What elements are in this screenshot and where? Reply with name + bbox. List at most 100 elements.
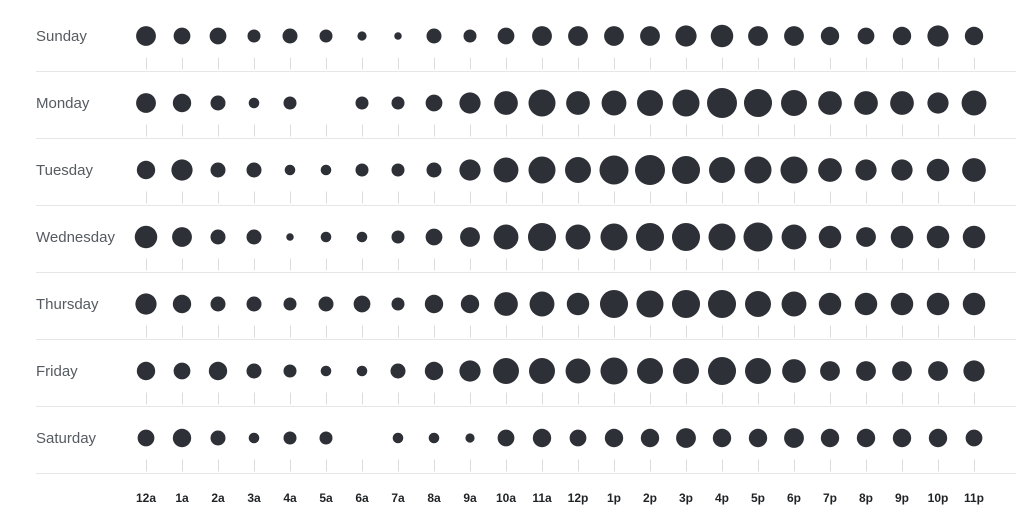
data-dot xyxy=(459,159,481,181)
data-dot xyxy=(319,431,333,445)
data-dot xyxy=(527,222,557,252)
day-label: Sunday xyxy=(36,28,87,45)
data-dot xyxy=(246,229,262,245)
data-dot xyxy=(528,89,556,117)
data-dot xyxy=(532,428,552,448)
data-dot xyxy=(493,157,519,183)
hour-label: 9p xyxy=(895,491,909,505)
hour-label: 10p xyxy=(928,491,949,505)
column-ticks xyxy=(146,57,975,472)
data-dot xyxy=(856,227,876,247)
day-label: Wednesday xyxy=(36,229,115,246)
data-dot xyxy=(743,88,773,118)
hour-label: 12p xyxy=(568,491,589,505)
data-dot xyxy=(857,27,875,45)
data-dot xyxy=(426,28,442,44)
data-dot xyxy=(171,159,193,181)
data-dot xyxy=(892,26,912,46)
data-dot xyxy=(246,162,262,178)
data-dot xyxy=(282,28,298,44)
data-dot xyxy=(604,428,624,448)
data-dot xyxy=(566,292,590,316)
data-dot xyxy=(356,365,368,377)
data-dot xyxy=(707,356,737,386)
data-dot xyxy=(671,289,701,319)
hour-label: 5p xyxy=(751,491,765,505)
data-dot xyxy=(744,156,772,184)
data-dot xyxy=(640,26,660,46)
data-dot xyxy=(428,432,440,444)
data-dot xyxy=(355,163,369,177)
day-label: Tuesday xyxy=(36,162,93,179)
data-dot xyxy=(319,29,333,43)
hour-label: 6p xyxy=(787,491,801,505)
data-dot xyxy=(671,222,701,252)
data-dot xyxy=(283,431,297,445)
data-dot xyxy=(743,222,773,252)
data-dot xyxy=(210,162,226,178)
hour-label: 9a xyxy=(463,491,477,505)
data-dot xyxy=(636,290,664,318)
data-dot xyxy=(820,428,840,448)
hour-label: 4a xyxy=(283,491,297,505)
data-dot xyxy=(928,428,948,448)
data-dot xyxy=(892,428,912,448)
data-dot xyxy=(425,94,443,112)
hour-label: 12a xyxy=(136,491,156,505)
data-dot xyxy=(926,292,950,316)
data-dot xyxy=(173,27,191,45)
data-dot xyxy=(784,428,804,448)
data-dot xyxy=(136,26,156,46)
data-dot xyxy=(320,231,332,243)
data-dot xyxy=(962,158,986,182)
data-dot xyxy=(208,361,228,381)
data-dot xyxy=(709,157,735,183)
data-dot xyxy=(818,158,842,182)
data-dot xyxy=(497,429,515,447)
hour-label: 2p xyxy=(643,491,657,505)
data-dot xyxy=(565,157,591,183)
data-dot xyxy=(394,32,402,40)
data-dot xyxy=(460,227,480,247)
hour-label: 1a xyxy=(175,491,189,505)
hour-label: 8p xyxy=(859,491,873,505)
data-dot xyxy=(425,228,443,246)
data-dot xyxy=(497,27,515,45)
data-dot xyxy=(745,291,771,317)
data-dot xyxy=(459,92,481,114)
hour-label: 7a xyxy=(391,491,405,505)
data-dot xyxy=(494,91,518,115)
data-dot xyxy=(962,225,986,249)
data-dot xyxy=(134,225,158,249)
data-dot xyxy=(248,432,260,444)
hour-label: 8a xyxy=(427,491,441,505)
data-dot xyxy=(318,296,334,312)
hour-labels: 12a 1a 2a 3a 4a 5a 6a 7a 8a 9a 10a 11a 12p 1p 2p 3p 4p 5p… xyxy=(136,491,984,505)
data-dot xyxy=(784,26,804,46)
data-dot xyxy=(247,29,261,43)
data-dot xyxy=(891,159,913,181)
data-dot xyxy=(676,428,696,448)
data-dot xyxy=(601,90,627,116)
data-dot xyxy=(781,224,807,250)
data-dot xyxy=(320,365,332,377)
hour-label: 3p xyxy=(679,491,693,505)
data-dot xyxy=(137,429,155,447)
data-dot xyxy=(286,233,294,241)
data-dot xyxy=(675,25,697,47)
data-dot xyxy=(565,358,591,384)
data-dot xyxy=(135,293,157,315)
data-dot xyxy=(600,357,628,385)
data-dot xyxy=(426,162,442,178)
data-dot xyxy=(390,363,406,379)
data-dot xyxy=(890,225,914,249)
data-dot xyxy=(927,25,949,47)
data-dot xyxy=(210,296,226,312)
data-dot xyxy=(854,91,878,115)
data-dot xyxy=(855,159,877,181)
data-dot xyxy=(818,91,842,115)
hour-label: 11p xyxy=(964,491,984,505)
data-dots xyxy=(134,24,987,448)
hour-label: 11a xyxy=(532,491,552,505)
